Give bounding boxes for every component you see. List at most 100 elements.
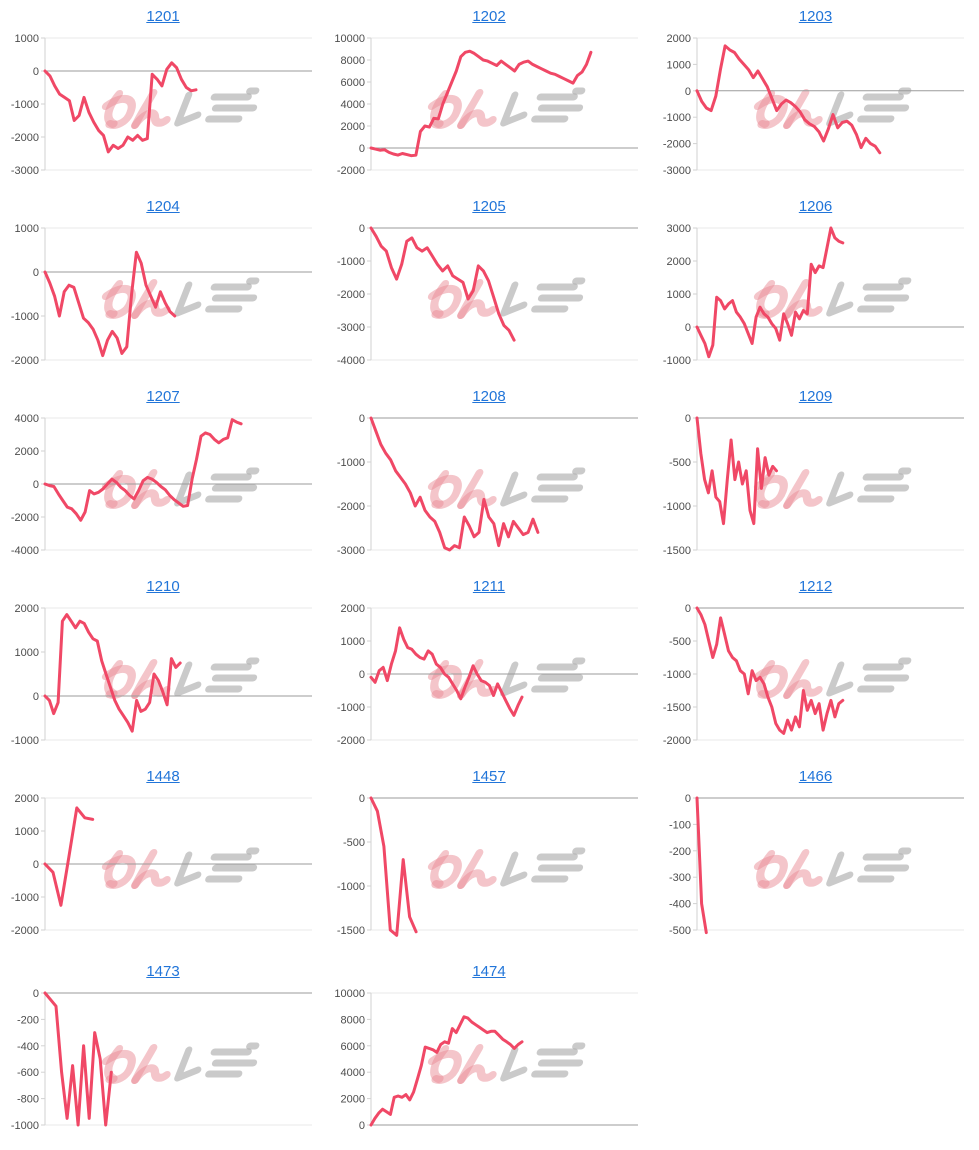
y-axis-label: -1000 xyxy=(11,99,39,111)
trend-line xyxy=(369,1015,524,1127)
trend-line xyxy=(695,44,882,155)
line-chart: 10000 8000 6000 4000 2000 0 xyxy=(334,988,638,1132)
chart-title: 1210 xyxy=(0,576,326,600)
y-axis-label: -2000 xyxy=(337,289,365,301)
y-axis-label: 1000 xyxy=(341,636,365,648)
y-axis-label: -3000 xyxy=(663,165,691,177)
plot-area: 4000 2000 0 -2000 -4000 xyxy=(0,410,326,570)
y-axis-label: 0 xyxy=(33,66,39,78)
y-axis-label: -2000 xyxy=(663,139,691,151)
y-axis-label: -400 xyxy=(17,1041,39,1053)
y-axis-label: -1000 xyxy=(11,735,39,747)
trend-line xyxy=(369,626,524,717)
y-axis-label: 2000 xyxy=(667,256,691,268)
y-axis-label: -1000 xyxy=(337,457,365,469)
trend-line xyxy=(43,991,113,1127)
machine-link[interactable]: 1205 xyxy=(472,198,506,215)
y-axis-label: -2000 xyxy=(337,735,365,747)
y-axis-label: -3000 xyxy=(11,165,39,177)
y-axis-label: -2000 xyxy=(663,735,691,747)
chart-cell: 1206 3000 2000 1000 0 -1000 xyxy=(652,190,979,380)
machine-link[interactable]: 1208 xyxy=(472,388,506,405)
plot-area: 2000 1000 0 -1000 -2000 -3000 xyxy=(652,30,979,190)
y-axis-label: 1000 xyxy=(667,59,691,71)
line-chart: 0 -500 -1000 -1500 xyxy=(337,793,638,937)
chart-title: 1209 xyxy=(652,386,979,410)
machine-link[interactable]: 1473 xyxy=(146,963,180,980)
line-chart: 0 -100 -200 -300 -400 -500 xyxy=(669,793,964,937)
y-axis-label: 2000 xyxy=(15,446,39,458)
line-chart: 1000 0 -1000 -2000 xyxy=(11,223,312,367)
y-axis-label: -1000 xyxy=(337,256,365,268)
trend-line xyxy=(695,606,845,735)
machine-link[interactable]: 1448 xyxy=(146,768,180,785)
y-axis-label: 1000 xyxy=(15,223,39,235)
chart-cell: 1202 10000 8000 6000 4000 2000 0 -2000 xyxy=(326,0,652,190)
trend-line xyxy=(43,61,198,154)
plot-area: 10000 8000 6000 4000 2000 0 xyxy=(326,985,652,1145)
chart-cell: 1204 1000 0 -1000 -2000 xyxy=(0,190,326,380)
y-axis-label: 8000 xyxy=(341,55,365,67)
machine-link[interactable]: 1474 xyxy=(472,963,506,980)
machine-link[interactable]: 1207 xyxy=(146,388,180,405)
chart-cell: 1473 0 -200 -400 -600 -800 -1000 xyxy=(0,955,326,1150)
y-axis-label: -1000 xyxy=(663,501,691,513)
y-axis-label: -1500 xyxy=(337,925,365,937)
machine-link[interactable]: 1457 xyxy=(472,768,506,785)
machine-link[interactable]: 1201 xyxy=(146,8,180,25)
machine-link[interactable]: 1203 xyxy=(798,8,833,25)
y-axis-label: 0 xyxy=(359,1120,365,1132)
machine-link[interactable]: 1212 xyxy=(798,578,833,595)
line-chart: 4000 2000 0 -2000 -4000 xyxy=(11,413,312,557)
y-axis-label: 0 xyxy=(33,859,39,871)
y-axis-label: 6000 xyxy=(341,1041,365,1053)
y-axis-label: 8000 xyxy=(341,1014,365,1026)
line-chart: 2000 1000 0 -1000 -2000 xyxy=(337,603,638,747)
y-axis-label: 3000 xyxy=(667,223,691,235)
y-axis-label: -2000 xyxy=(11,132,39,144)
chart-cell: 1474 10000 8000 6000 4000 2000 0 xyxy=(326,955,652,1150)
chart-title: 1203 xyxy=(652,6,979,30)
y-axis-label: 2000 xyxy=(341,1094,365,1106)
y-axis-label: 4000 xyxy=(15,413,39,425)
machine-link[interactable]: 1466 xyxy=(798,768,833,785)
chart-title: 1474 xyxy=(326,961,652,985)
y-axis-label: 0 xyxy=(685,793,691,805)
machine-link[interactable]: 1202 xyxy=(472,8,506,25)
trend-line xyxy=(369,796,418,937)
line-chart: 0 -500 -1000 -1500 -2000 xyxy=(663,603,964,747)
y-axis-label: 0 xyxy=(685,413,691,425)
chart-cell: 1211 2000 1000 0 -1000 -2000 xyxy=(326,570,652,760)
machine-link[interactable]: 1204 xyxy=(146,198,180,215)
trend-line xyxy=(695,416,778,526)
line-chart: 3000 2000 1000 0 -1000 xyxy=(663,223,964,367)
chart-cell: 1201 1000 0 -1000 -2000 -3000 xyxy=(0,0,326,190)
plot-area: 3000 2000 1000 0 -1000 xyxy=(652,220,979,380)
machine-link[interactable]: 1211 xyxy=(472,578,506,595)
y-axis-label: 1000 xyxy=(15,647,39,659)
chart-cell: 1208 0 -1000 -2000 -3000 xyxy=(326,380,652,570)
plot-area: 0 -100 -200 -300 -400 -500 xyxy=(652,790,979,950)
chart-cell: 1210 2000 1000 0 -1000 xyxy=(0,570,326,760)
y-axis-label: -2000 xyxy=(11,355,39,367)
plot-area: 0 -500 -1000 -1500 xyxy=(652,410,979,570)
plot-area: 0 -200 -400 -600 -800 -1000 xyxy=(0,985,326,1145)
chart-title: 1448 xyxy=(0,766,326,790)
y-axis-label: 4000 xyxy=(341,99,365,111)
chart-title: 1212 xyxy=(652,576,979,600)
y-axis-label: -800 xyxy=(17,1094,39,1106)
plot-area: 1000 0 -1000 -2000 xyxy=(0,220,326,380)
y-axis-label: -4000 xyxy=(337,355,365,367)
y-axis-label: 0 xyxy=(33,479,39,491)
machine-link[interactable]: 1206 xyxy=(798,198,833,215)
y-axis-label: -2000 xyxy=(11,925,39,937)
machine-link[interactable]: 1210 xyxy=(146,578,180,595)
chart-cell: 1466 0 -100 -200 -300 -400 -500 xyxy=(652,760,979,955)
chart-title: 1473 xyxy=(0,961,326,985)
y-axis-label: -3000 xyxy=(337,322,365,334)
y-axis-label: 0 xyxy=(33,988,39,1000)
y-axis-label: -1000 xyxy=(663,112,691,124)
machine-link[interactable]: 1209 xyxy=(798,388,833,405)
y-axis-label: -1000 xyxy=(663,669,691,681)
y-axis-label: 2000 xyxy=(341,603,365,615)
